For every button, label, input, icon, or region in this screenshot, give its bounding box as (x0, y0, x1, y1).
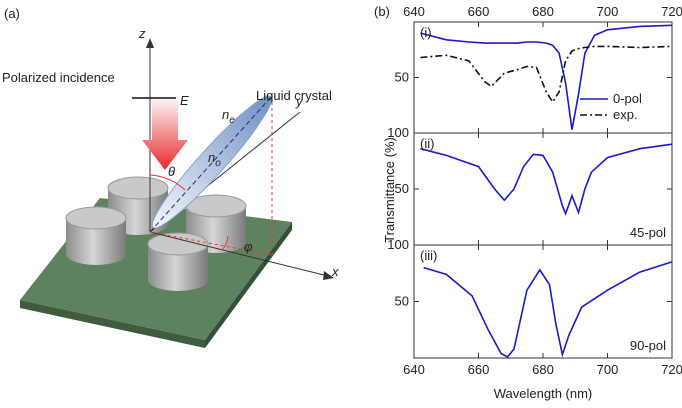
pillar-top (107, 176, 169, 200)
series-line (420, 45, 673, 104)
panel-label: (ii) (420, 136, 434, 151)
x-tick-label: 640 (403, 362, 425, 377)
y-axis-title: Transmittance (%) (382, 137, 397, 243)
label: θ (168, 164, 175, 179)
y-tick-label: 50 (395, 294, 409, 309)
panel-label: (a) (4, 6, 20, 21)
plate-edge (20, 300, 205, 348)
diagram: (a) z y x Polarized incidence E Liquid c… (2, 6, 339, 348)
pol-label: 90-pol (630, 338, 666, 353)
legend-label: 0-pol (613, 91, 642, 106)
panel-label: (i) (420, 25, 432, 40)
label: E (180, 93, 189, 108)
label-base: n (222, 107, 229, 122)
label-base: n (208, 150, 215, 165)
x-tick-label: 680 (532, 362, 554, 377)
axis-label: z (138, 26, 146, 41)
axis-label: x (331, 264, 339, 279)
arrowhead (146, 38, 154, 48)
x-tick-label: 680 (532, 4, 554, 19)
y-tick-label: 100 (387, 237, 409, 252)
x-tick-label: 660 (468, 4, 490, 19)
label: φ (244, 239, 253, 254)
panel-label: (b) (374, 4, 390, 19)
x-tick-label: 700 (597, 4, 619, 19)
y-tick-label: 50 (395, 181, 409, 196)
legend-label: exp. (613, 107, 638, 122)
axis-label: y (295, 94, 304, 109)
x-tick-label: 720 (661, 362, 682, 377)
y-tick-label: 100 (387, 125, 409, 140)
label: Liquid crystal (256, 88, 332, 103)
pol-label: 45-pol (630, 225, 666, 240)
projection (149, 231, 273, 256)
label: no (208, 150, 221, 169)
label-sub: o (215, 158, 221, 169)
x-tick-label: 720 (661, 4, 682, 19)
theta-arc (149, 174, 186, 191)
series-line (420, 143, 673, 216)
series-line (423, 261, 673, 358)
y-tick-label: 50 (395, 70, 409, 85)
x-tick-label: 700 (597, 362, 619, 377)
plate-edge (205, 222, 292, 348)
phi-arc (221, 235, 229, 251)
series-line (420, 24, 673, 130)
x-axis (149, 231, 329, 277)
label: Polarized incidence (2, 70, 115, 85)
label: ne (222, 107, 235, 126)
label-sub: e (229, 115, 235, 126)
arrowhead (323, 271, 334, 280)
pillar-top (147, 232, 209, 256)
pillar-side (148, 244, 208, 291)
pillar-top (65, 206, 127, 230)
x-tick-label: 640 (403, 4, 425, 19)
x-axis-title: Wavelength (nm) (494, 386, 593, 401)
panel-label: (iii) (420, 248, 437, 263)
x-tick-label: 660 (468, 362, 490, 377)
director (149, 95, 273, 233)
incident-arrow (142, 95, 188, 170)
pillar-side (66, 218, 126, 265)
